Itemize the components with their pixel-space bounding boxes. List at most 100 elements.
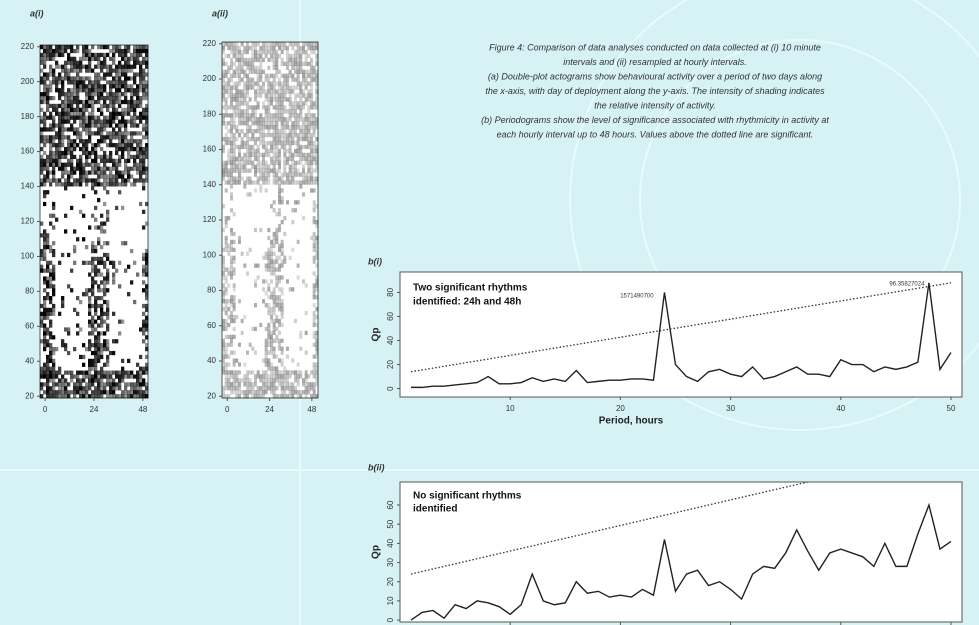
y-tick-label: 60 (386, 500, 395, 509)
activity-cell (73, 100, 76, 104)
activity-cell (145, 116, 148, 120)
activity-cell (97, 127, 100, 131)
activity-cell (76, 374, 79, 378)
activity-cell (130, 382, 133, 386)
activity-cell (254, 117, 257, 121)
activity-cell (52, 167, 55, 171)
activity-cell (297, 46, 300, 50)
activity-cell (225, 299, 228, 303)
activity-cell (230, 192, 233, 196)
activity-cell (97, 53, 100, 57)
activity-cell (243, 74, 246, 78)
activity-cell (275, 109, 278, 113)
activity-cell (307, 382, 310, 386)
activity-cell (103, 151, 106, 155)
activity-cell (55, 151, 58, 155)
activity-cell (249, 66, 252, 70)
activity-cell (243, 97, 246, 101)
activity-cell (127, 155, 130, 159)
activity-cell (100, 65, 103, 69)
activity-cell (265, 74, 268, 78)
activity-cell (109, 57, 112, 61)
activity-cell (64, 386, 67, 390)
activity-cell (97, 178, 100, 182)
activity-cell (139, 76, 142, 80)
activity-cell (225, 137, 228, 141)
activity-cell (133, 131, 136, 135)
activity-cell (133, 53, 136, 57)
activity-cell (257, 129, 260, 133)
activity-cell (225, 362, 228, 366)
y-axis-label: Qp (371, 328, 382, 342)
activity-cell (291, 386, 294, 390)
activity-cell (136, 163, 139, 167)
activity-cell (109, 65, 112, 69)
activity-cell (133, 116, 136, 120)
activity-cell (315, 264, 318, 268)
activity-cell (230, 374, 233, 378)
activity-cell (273, 394, 276, 398)
activity-cell (315, 351, 318, 355)
activity-cell (88, 80, 91, 84)
activity-cell (305, 283, 308, 287)
activity-cell (130, 135, 133, 139)
activity-cell (286, 133, 289, 137)
activity-cell (313, 66, 316, 70)
activity-cell (297, 74, 300, 78)
activity-cell (273, 54, 276, 58)
y-tick-label: 120 (21, 217, 35, 226)
activity-cell (76, 131, 79, 135)
activity-cell (136, 123, 139, 127)
activity-cell (94, 53, 97, 57)
activity-cell (233, 121, 236, 125)
activity-cell (94, 269, 97, 273)
activity-cell (100, 390, 103, 394)
activity-cell (61, 139, 64, 143)
activity-cell (97, 316, 100, 320)
activity-cell (100, 96, 103, 100)
activity-cell (40, 57, 43, 61)
activity-cell (43, 159, 46, 163)
activity-cell (109, 49, 112, 53)
activity-cell (49, 343, 52, 347)
activity-cell (82, 151, 85, 155)
activity-cell (233, 327, 236, 331)
y-tick-label: 60 (25, 321, 34, 330)
activity-cell (254, 46, 257, 50)
activity-cell (273, 331, 276, 335)
activity-cell (262, 89, 265, 93)
activity-cell (64, 147, 67, 151)
activity-cell (259, 129, 262, 133)
activity-cell (315, 240, 318, 244)
activity-cell (52, 135, 55, 139)
activity-cell (97, 61, 100, 65)
activity-cell (136, 390, 139, 394)
activity-cell (118, 53, 121, 57)
activity-cell (103, 167, 106, 171)
activity-cell (100, 386, 103, 390)
activity-cell (278, 208, 281, 212)
activity-cell (133, 45, 136, 49)
activity-cell (286, 125, 289, 129)
activity-cell (100, 120, 103, 124)
activity-cell (259, 390, 262, 394)
activity-cell (254, 188, 257, 192)
activity-cell (273, 244, 276, 248)
activity-cell (291, 287, 294, 291)
activity-cell (313, 287, 316, 291)
activity-cell (313, 291, 316, 295)
activity-cell (305, 351, 308, 355)
activity-cell (121, 390, 124, 394)
activity-cell (46, 155, 49, 159)
activity-cell (49, 249, 52, 253)
activity-cell (76, 104, 79, 108)
activity-cell (305, 97, 308, 101)
activity-cell (109, 261, 112, 265)
activity-cell (254, 165, 257, 169)
activity-cell (43, 65, 46, 69)
activity-cell (281, 315, 284, 319)
activity-cell (238, 117, 241, 121)
activity-cell (246, 390, 249, 394)
activity-cell (305, 374, 308, 378)
activity-cell (249, 46, 252, 50)
